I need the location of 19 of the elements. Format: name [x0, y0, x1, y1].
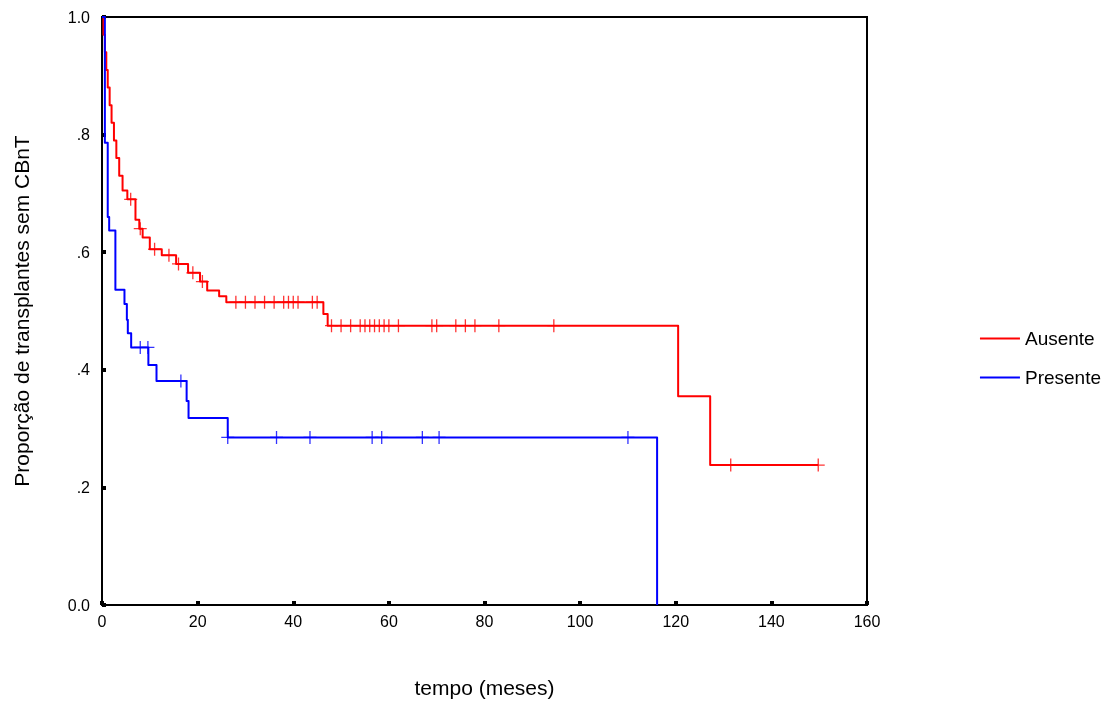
legend-label: Ausente	[1024, 328, 1095, 349]
x-tick-label: 120	[662, 612, 690, 630]
legend-label: Presente	[1024, 367, 1101, 388]
x-tick-label: 100	[566, 612, 594, 630]
x-tick-label: 40	[284, 612, 303, 630]
y-tick-label: 1.0	[67, 8, 91, 26]
y-tick-label: .8	[76, 126, 91, 144]
y-tick-label: 0.0	[67, 596, 91, 614]
y-tick-label: .6	[76, 243, 91, 261]
x-axis-title: tempo (meses)	[414, 676, 555, 699]
x-tick-label: 80	[475, 612, 494, 630]
x-tick-label: 20	[188, 612, 207, 630]
x-tick-label: 0	[97, 612, 107, 630]
y-tick-label: .2	[76, 478, 91, 496]
x-tick-label: 60	[379, 612, 398, 630]
y-tick-label: .4	[76, 361, 91, 379]
x-tick-label: 160	[853, 612, 881, 630]
y-axis-title: Proporção de transplantes sem CBnT	[10, 135, 33, 487]
x-tick-label: 140	[758, 612, 785, 630]
